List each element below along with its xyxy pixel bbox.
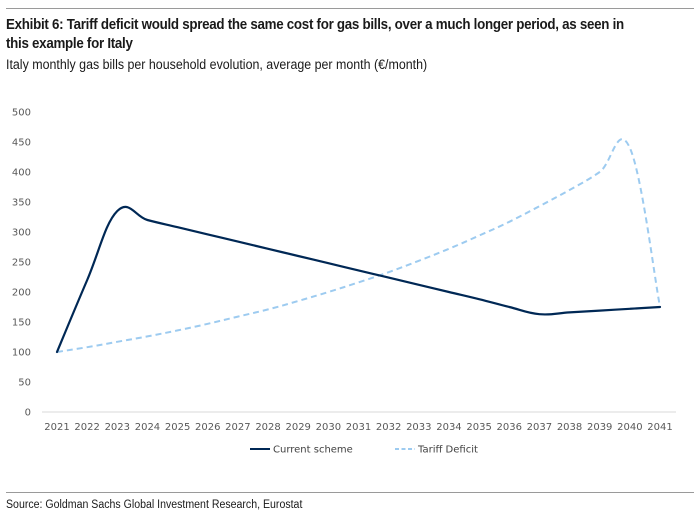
y-tick-label: 400 <box>12 168 31 179</box>
x-tick-label: 2028 <box>255 422 280 433</box>
x-tick-label: 2035 <box>466 422 491 433</box>
chart-subtitle: Italy monthly gas bills per household ev… <box>6 57 428 72</box>
y-tick-label: 300 <box>12 228 31 239</box>
x-tick-label: 2034 <box>436 422 461 433</box>
legend-label-current-scheme: Current scheme <box>273 445 353 456</box>
x-tick-label: 2029 <box>285 422 310 433</box>
bottom-divider <box>6 492 694 493</box>
exhibit-title: Exhibit 6: Tariff deficit would spread t… <box>6 17 624 52</box>
y-tick-label: 350 <box>12 198 31 209</box>
y-tick-label: 250 <box>12 258 31 269</box>
y-tick-label: 450 <box>12 138 31 149</box>
x-axis-ticks: 2021 2022 2023 2024 2025 2026 2027 2028 2029 2030… <box>44 422 672 433</box>
series-line-current-scheme <box>55 205 662 354</box>
x-tick-label: 2037 <box>527 422 552 433</box>
legend-label-tariff-deficit: Tariff Deficit <box>417 445 478 456</box>
x-tick-label: 2033 <box>406 422 431 433</box>
y-axis-ticks: 0 50 100 150 200 250 300 350 400 450 500 <box>12 108 31 419</box>
y-tick-label: 0 <box>25 408 31 419</box>
source-note: Source: Goldman Sachs Global Investment … <box>6 499 303 511</box>
y-tick-label: 50 <box>18 378 31 389</box>
x-tick-label: 2040 <box>617 422 642 433</box>
x-tick-label: 2026 <box>195 422 220 433</box>
x-tick-label: 2039 <box>587 422 612 433</box>
x-tick-label: 2030 <box>316 422 341 433</box>
x-tick-label: 2027 <box>225 422 250 433</box>
top-divider <box>6 8 694 9</box>
series-line-tariff-deficit <box>56 138 661 353</box>
y-tick-label: 100 <box>12 348 31 359</box>
x-tick-label: 2023 <box>105 422 130 433</box>
x-tick-label: 2031 <box>346 422 371 433</box>
x-tick-label: 2025 <box>165 422 190 433</box>
legend: Current scheme Tariff Deficit <box>250 445 478 456</box>
x-tick-label: 2022 <box>74 422 99 433</box>
x-tick-label: 2041 <box>647 422 672 433</box>
x-tick-label: 2032 <box>376 422 401 433</box>
x-tick-label: 2021 <box>44 422 69 433</box>
y-tick-label: 150 <box>12 318 31 329</box>
x-tick-label: 2024 <box>135 422 160 433</box>
y-tick-label: 200 <box>12 288 31 299</box>
x-tick-label: 2036 <box>497 422 522 433</box>
y-tick-label: 500 <box>12 108 31 119</box>
series-layer <box>55 138 662 354</box>
x-tick-label: 2038 <box>557 422 582 433</box>
